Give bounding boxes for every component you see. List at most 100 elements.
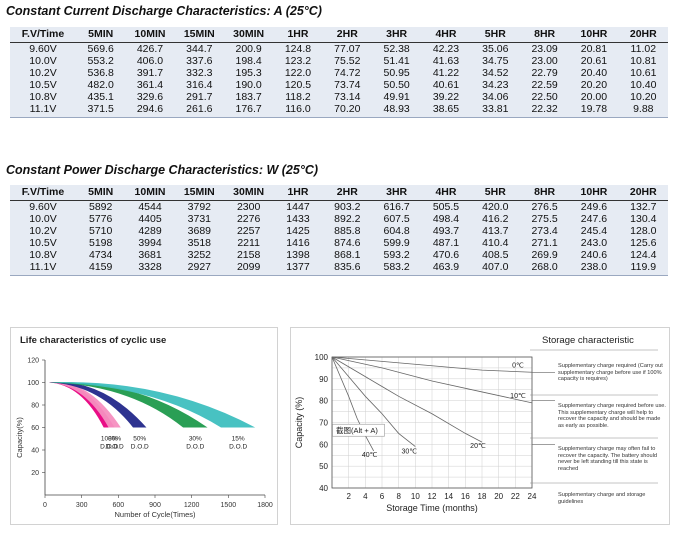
x-tick-label: 2 [346, 492, 351, 501]
table-cell: 470.6 [432, 248, 460, 261]
storage-note-1: Supplementary charge required (Carry out… [558, 363, 663, 383]
table-cell: 120.5 [284, 78, 312, 91]
storage-series-line [331, 356, 533, 404]
y-tick-label: 90 [319, 375, 328, 384]
table-cell: 410.4 [482, 236, 509, 249]
y-tick-label: 100 [27, 380, 39, 387]
x-tick-label: 300 [76, 502, 88, 509]
table-cell: 5710 [88, 224, 113, 237]
table-cell: 200.9 [235, 42, 262, 55]
table-cell: 238.0 [580, 260, 608, 273]
x-tick-label: 8 [396, 492, 401, 501]
power-table: F.V/Time 5MIN 10MIN 15MIN 30MIN 1HR 2HR 3HR 4HR 5… [10, 185, 668, 273]
table-cell: 2276 [236, 212, 261, 225]
x-tick-label: 18 [478, 492, 487, 501]
table-cell: 407.0 [482, 260, 509, 273]
table-row: 10.0V 5776 4405 3731 2276 1433 892.2 607.5 498.4… [10, 213, 668, 225]
table-cell: 3252 [187, 248, 211, 261]
dod-label: 50% [133, 436, 146, 443]
dod-suffix: D.O.D [131, 444, 149, 451]
storage-series-line [331, 356, 483, 443]
row-label: 11.1V [29, 102, 57, 115]
column-header: 3HR [371, 27, 422, 43]
table-cell: 38.65 [432, 102, 460, 115]
y-axis-title: Capacity (%) [294, 397, 304, 449]
table-cell: 249.6 [580, 200, 608, 213]
row-label: 9.60V [29, 42, 57, 55]
table-cell: 344.7 [186, 42, 213, 55]
life-band-80pct [49, 382, 121, 428]
table-cell: 10.40 [630, 78, 657, 91]
table-cell: 2300 [236, 200, 261, 213]
row-label: 10.2V [29, 66, 57, 79]
table-cell: 123.2 [284, 54, 312, 67]
power-table-title: Constant Power Discharge Characteristics… [6, 163, 319, 177]
series-label: 40℃ [362, 452, 378, 459]
row-label: 11.1V [29, 260, 57, 273]
table-cell: 268.0 [531, 260, 558, 273]
x-tick-label: 1200 [184, 502, 200, 509]
row-label: 10.0V [29, 212, 57, 225]
column-header: 10HR [569, 185, 619, 201]
table-cell: 128.0 [630, 224, 657, 237]
table-cell: 3994 [138, 236, 162, 249]
table-cell: 276.5 [531, 200, 558, 213]
table-cell: 19.78 [580, 102, 608, 115]
table-cell: 124.4 [630, 248, 657, 261]
table-cell: 40.61 [432, 78, 460, 91]
dod-label: 15% [232, 436, 245, 443]
table-cell: 874.6 [334, 236, 361, 249]
x-tick-label: 0 [43, 502, 47, 509]
table-cell: 463.9 [432, 260, 460, 273]
storage-series-line [331, 356, 416, 447]
table-cell: 616.7 [383, 200, 410, 213]
table-cell: 569.6 [87, 42, 114, 55]
table-row: 11.1V 371.5 294.6 261.6 176.7 116.0 70.20 48.93… [10, 103, 668, 115]
plot-frame [331, 356, 533, 489]
table-cell: 599.9 [383, 236, 410, 249]
table-cell: 2257 [236, 224, 261, 237]
table-row: 10.5V 482.0 361.4 316.4 190.0 120.5 73.74 50.50… [10, 79, 668, 91]
table-cell: 4405 [138, 212, 162, 225]
life-chart: 120 100 80 60 40 20 0 300 600 900 1200 1500 1800 Numb… [15, 358, 273, 520]
table-cell: 23.00 [531, 54, 558, 67]
table-cell: 291.7 [186, 90, 213, 103]
table-cell: 269.9 [531, 248, 558, 261]
table-cell: 435.1 [87, 90, 114, 103]
table-cell: 245.4 [580, 224, 608, 237]
table-cell: 3689 [187, 224, 211, 237]
table-cell: 553.2 [87, 54, 114, 67]
x-tick-label: 20 [494, 492, 503, 501]
table-cell: 11.02 [630, 42, 657, 55]
y-tick-label: 100 [315, 353, 329, 362]
x-tick-label: 12 [428, 492, 437, 501]
column-header: 2HR [322, 27, 372, 43]
storage-note-2: Supplementary charge required before use… [558, 403, 666, 429]
table-row: 11.1V 4159 3328 2927 2099 1377 835.6 583.2 463.9… [10, 261, 668, 273]
table-cell: 316.4 [186, 78, 213, 91]
column-header: F.V/Time [10, 27, 76, 43]
life-band-50pct [49, 382, 147, 428]
table-cell: 487.1 [432, 236, 460, 249]
x-tick-label: 24 [528, 492, 537, 501]
table-cell: 3328 [138, 260, 162, 273]
table-cell: 49.91 [383, 90, 410, 103]
table-row: 9.60V 5892 4544 3792 2300 1447 903.2 616.7 505.5… [10, 200, 668, 213]
column-header: 10MIN [125, 185, 175, 201]
column-header: 15MIN [174, 185, 224, 201]
table-cell: 275.5 [531, 212, 558, 225]
table-cell: 247.6 [580, 212, 608, 225]
table-cell: 416.2 [482, 212, 509, 225]
table-cell: 868.1 [334, 248, 361, 261]
storage-series-line [331, 356, 375, 452]
column-header: 4HR [421, 185, 471, 201]
table-cell: 74.72 [334, 66, 361, 79]
table-cell: 190.0 [235, 78, 262, 91]
dod-label: 100% [101, 436, 118, 443]
table-cell: 903.2 [334, 200, 361, 213]
table-cell: 294.6 [136, 102, 164, 115]
table-cell: 329.6 [136, 90, 164, 103]
row-label: 10.2V [29, 224, 57, 237]
current-table: F.V/Time 5MIN 10MIN 15MIN 30MIN 1HR 2HR 3HR 4HR 5… [10, 27, 668, 115]
table-row: 10.0V 553.2 406.0 337.6 198.4 123.2 75.52 51.41… [10, 55, 668, 67]
